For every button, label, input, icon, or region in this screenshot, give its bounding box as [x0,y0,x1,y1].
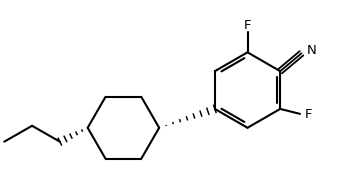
Text: N: N [307,44,316,57]
Text: F: F [305,108,313,121]
Text: F: F [244,19,251,32]
